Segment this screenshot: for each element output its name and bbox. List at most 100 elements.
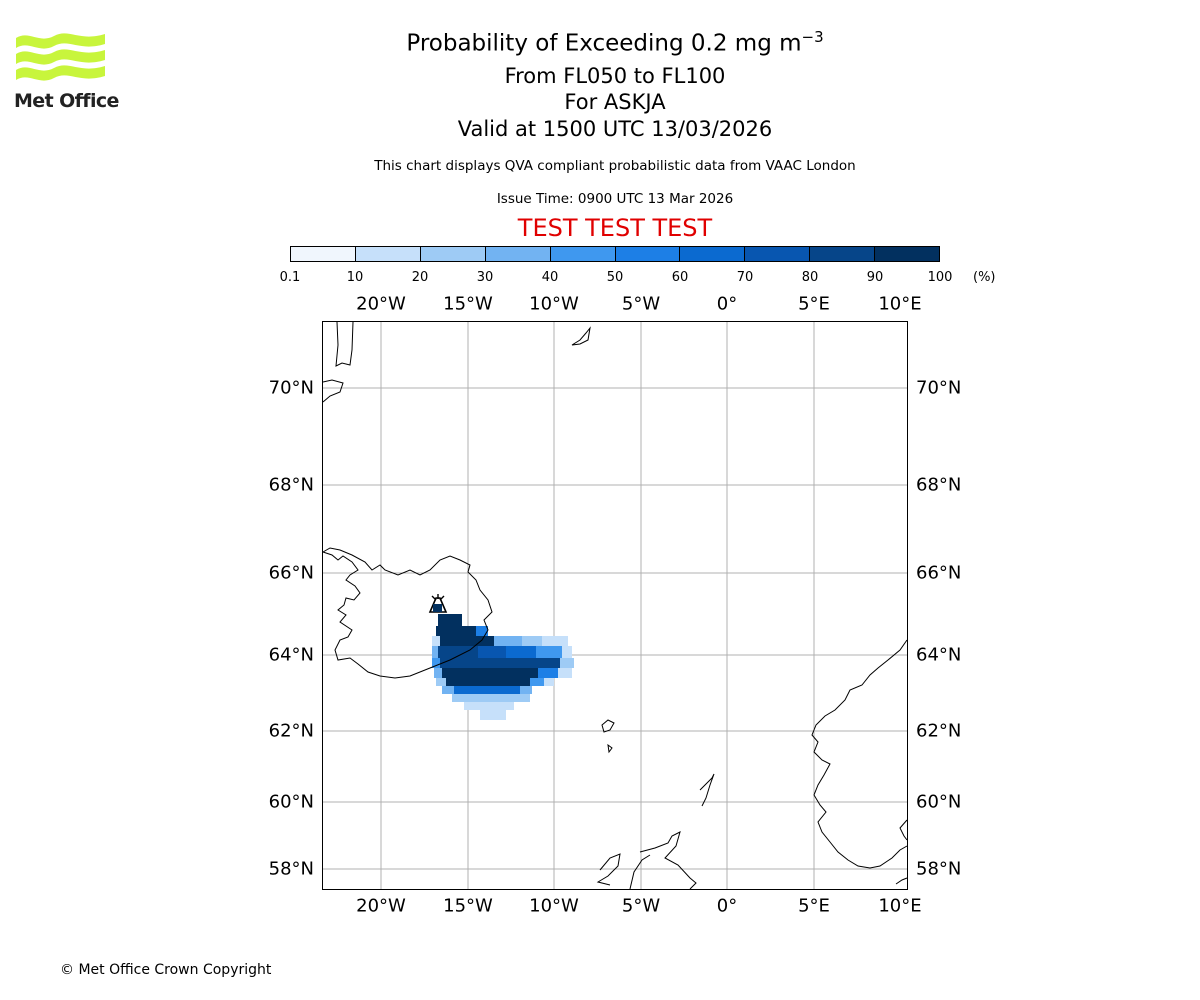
ash-cell <box>530 678 544 686</box>
ash-cell <box>442 668 538 678</box>
axis-label: 58°N <box>916 858 962 880</box>
ash-cell <box>476 626 488 636</box>
axis-label: 64°N <box>268 644 314 666</box>
ash-cell <box>440 636 494 646</box>
colorbar-segment <box>809 247 875 261</box>
ash-cell <box>438 614 462 626</box>
axis-label: 64°N <box>916 644 962 666</box>
axis-label: 20°W <box>356 293 406 315</box>
colorbar-tick-label: 90 <box>866 270 884 285</box>
colorbar-segment <box>874 247 940 261</box>
colorbar <box>290 246 940 262</box>
shetland-coast <box>699 773 715 807</box>
axis-label: 10°E <box>878 293 922 315</box>
colorbar-segment <box>484 247 550 261</box>
ash-cell <box>506 646 536 658</box>
colorbar-tick-label: 80 <box>801 270 819 285</box>
axis-label: 10°W <box>529 293 579 315</box>
issue-time: Issue Time: 0900 UTC 13 Mar 2026 <box>496 191 734 207</box>
colorbar-tick-label: 0.1 <box>279 270 301 285</box>
colorbar-segment <box>419 247 485 261</box>
colorbar-segment <box>549 247 615 261</box>
test-banner: TEST TEST TEST <box>517 214 713 242</box>
greenland-coast <box>322 379 344 403</box>
colorbar-segment <box>354 247 420 261</box>
axis-label: 58°N <box>268 858 314 880</box>
ash-cell <box>560 658 574 668</box>
axis-label: 68°N <box>268 474 314 496</box>
faroe-coast <box>601 719 615 754</box>
axis-label: 0° <box>716 293 738 315</box>
chart-title: Probability of Exceeding 0.2 mg m−3 <box>406 28 824 57</box>
colorbar-segment <box>744 247 810 261</box>
axis-label: 66°N <box>916 562 962 584</box>
axis-label: 15°W <box>443 293 493 315</box>
sweden-coast <box>895 877 908 885</box>
map-frame <box>322 321 908 890</box>
ash-cell <box>544 678 554 686</box>
ash-cell <box>442 686 454 694</box>
colorbar-segment <box>291 247 355 261</box>
ash-cell <box>436 626 476 636</box>
ash-cell <box>494 636 522 646</box>
scotland-coast <box>596 831 697 890</box>
ash-cell <box>464 702 514 710</box>
colorbar-tick-label: 30 <box>476 270 494 285</box>
axis-label: 60°N <box>916 791 962 813</box>
volcano-name: For ASKJA <box>564 90 666 114</box>
met-office-logo <box>16 33 105 81</box>
axis-label: 5°E <box>798 895 830 917</box>
colorbar-unit: (%) <box>973 270 996 285</box>
ash-cell <box>538 668 558 678</box>
ash-cell <box>432 636 440 646</box>
copyright: © Met Office Crown Copyright <box>60 962 272 978</box>
colorbar-tick-label: 20 <box>411 270 429 285</box>
colorbar-tick-label: 70 <box>736 270 754 285</box>
ash-cell <box>542 636 568 646</box>
ash-cell <box>440 658 560 668</box>
axis-label: 5°E <box>798 293 830 315</box>
ash-cell <box>520 686 532 694</box>
axis-label: 68°N <box>916 474 962 496</box>
colorbar-tick-label: 40 <box>541 270 559 285</box>
volcano-icon <box>428 594 448 613</box>
ash-cell <box>434 668 442 678</box>
axis-label: 10°E <box>878 895 922 917</box>
axis-label: 70°N <box>916 377 962 399</box>
colorbar-segment <box>614 247 680 261</box>
ash-cell <box>432 646 438 658</box>
colorbar-tick-label: 100 <box>927 270 953 285</box>
colorbar-tick-label: 50 <box>606 270 624 285</box>
norway-coast <box>811 639 908 869</box>
ash-cell <box>432 658 440 668</box>
axis-label: 15°W <box>443 895 493 917</box>
ash-cell <box>446 678 530 686</box>
ash-cell <box>536 646 562 658</box>
axis-label: 60°N <box>268 791 314 813</box>
axis-label: 20°W <box>356 895 406 917</box>
flight-levels: From FL050 to FL100 <box>504 64 726 88</box>
axis-label: 70°N <box>268 377 314 399</box>
axis-label: 5°W <box>621 895 661 917</box>
axis-label: 5°W <box>621 293 661 315</box>
axis-label: 62°N <box>268 720 314 742</box>
axis-label: 0° <box>716 895 738 917</box>
colorbar-segment <box>679 247 745 261</box>
ash-probability-field <box>432 614 574 720</box>
ash-cell <box>522 636 542 646</box>
ash-cell <box>436 678 446 686</box>
jan-mayen-coast <box>571 326 591 346</box>
axis-label: 10°W <box>529 895 579 917</box>
ash-cell <box>454 686 520 694</box>
colorbar-tick-label: 10 <box>346 270 364 285</box>
ash-cell <box>558 668 572 678</box>
colorbar-tick-label: 60 <box>671 270 689 285</box>
greenland-coast-north <box>335 321 354 367</box>
iceland-coast <box>322 547 493 679</box>
axis-label: 62°N <box>916 720 962 742</box>
ash-cell <box>438 646 478 658</box>
colorbar-ticks: 0.1 10 20 30 40 50 60 70 80 90 100 <box>280 262 953 286</box>
ash-cell <box>478 646 506 658</box>
chart-description: This chart displays QVA compliant probab… <box>374 158 856 174</box>
